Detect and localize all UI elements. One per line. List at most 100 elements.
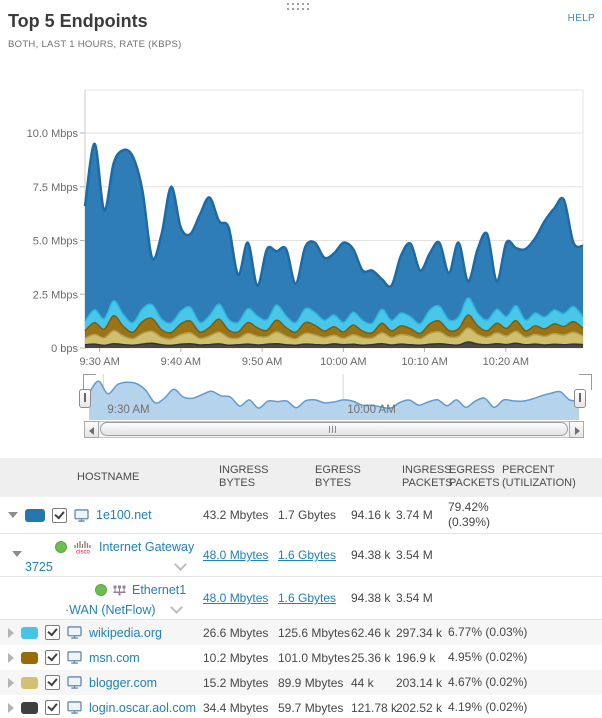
- hostname-cell: wikipedia.org: [0, 625, 200, 640]
- ingress-packets-value: 94.16 k: [351, 508, 391, 522]
- svg-text:10.0 Mbps: 10.0 Mbps: [27, 128, 79, 140]
- svg-text:0 bps: 0 bps: [51, 343, 78, 355]
- interface-link[interactable]: Ethernet1: [132, 583, 187, 597]
- egress-packets-value: 196.9 k: [396, 650, 436, 665]
- svg-text:9:40 AM: 9:40 AM: [161, 356, 201, 368]
- expander-collapsed-icon[interactable]: [8, 677, 14, 688]
- percent-utilization-value: 79.42% (0.39%): [443, 500, 602, 530]
- range-selector-chart[interactable]: 9:30 AM 10:00 AM: [0, 372, 602, 422]
- svg-text:9:30 AM: 9:30 AM: [79, 356, 119, 368]
- hostname-cell: Ethernet1 ·WAN (NetFlow): [0, 577, 200, 619]
- series-color-swatch: [25, 508, 45, 522]
- egress-packets-value: 202.52 k: [396, 700, 443, 715]
- svg-text:10:00 AM: 10:00 AM: [320, 356, 366, 368]
- ingress-bytes-value: 34.4 Mbytes: [203, 700, 269, 715]
- interface-link-line2[interactable]: ·WAN (NetFlow): [65, 603, 156, 617]
- row-checkbox[interactable]: [45, 675, 60, 690]
- series-color-swatch: [21, 626, 38, 639]
- egress-bytes-value: 1.7 Gbytes: [278, 508, 337, 522]
- right-arrow-icon: [575, 427, 580, 435]
- device-link[interactable]: Internet Gateway: [99, 540, 195, 554]
- expander-expanded-icon[interactable]: [12, 551, 22, 557]
- hostname-link[interactable]: blogger.com: [89, 675, 158, 690]
- svg-text:5.0 Mbps: 5.0 Mbps: [33, 236, 79, 248]
- svg-text:2.5 Mbps: 2.5 Mbps: [33, 289, 79, 301]
- ingress-bytes-link[interactable]: 48.0 Mbytes: [203, 591, 269, 605]
- hostname-link[interactable]: login.oscar.aol.com: [89, 700, 197, 715]
- row-checkbox[interactable]: [45, 650, 60, 665]
- scrollbar-left-arrow-button[interactable]: [84, 421, 99, 438]
- table-row: login.oscar.aol.com 34.4 Mbytes 59.7 Mby…: [0, 695, 602, 718]
- ingress-bytes-value: 10.2 Mbytes: [203, 650, 269, 665]
- chart-scrollbar[interactable]: [84, 421, 584, 438]
- egress-packets-value: 3.74 M: [396, 508, 433, 522]
- table-row: Ethernet1 ·WAN (NetFlow) 48.0 Mbytes 1.6…: [0, 576, 602, 619]
- widget-drag-handle-icon[interactable]: [287, 3, 309, 10]
- ingress-packets-value: 62.46 k: [351, 625, 391, 640]
- page-title: Top 5 Endpoints: [8, 11, 148, 31]
- egress-packets-value: 203.14 k: [396, 675, 443, 690]
- svg-text:7.5 Mbps: 7.5 Mbps: [33, 182, 79, 194]
- svg-text:cisco: cisco: [76, 550, 90, 555]
- help-link[interactable]: HELP: [567, 13, 595, 24]
- range-left-handle[interactable]: [79, 389, 91, 408]
- egress-packets-value: 3.54 M: [396, 591, 433, 605]
- series-color-swatch: [21, 651, 38, 664]
- column-header-percent-utilization: PERCENT (UTILIZATION): [502, 464, 576, 489]
- egress-bytes-value: 1.6 Gbytes: [275, 548, 348, 562]
- ingress-bytes-link[interactable]: 48.0 Mbytes: [203, 548, 269, 562]
- monitor-icon: [67, 701, 82, 714]
- row-checkbox[interactable]: [45, 700, 60, 715]
- chevron-down-icon[interactable]: [174, 558, 187, 571]
- hostname-cell: cisco Internet Gateway 3725: [0, 534, 200, 576]
- column-header-ingress-bytes: INGRESS BYTES: [219, 464, 269, 489]
- row-checkbox[interactable]: [45, 625, 60, 640]
- traffic-area-chart: 0 bps 2.5 Mbps 5.0 Mbps 7.5 Mbps 10.0 Mbps 9:…: [27, 89, 584, 368]
- scrollbar-thumb[interactable]: [100, 422, 568, 436]
- ingress-packets-value: 25.36 k: [351, 650, 391, 665]
- ingress-bytes-value: 43.2 Mbytes: [203, 508, 269, 522]
- column-header-ingress-packets: INGRESS PACKETS: [402, 464, 453, 489]
- hostname-link[interactable]: msn.com: [89, 650, 140, 665]
- ingress-packets-value: 94.38 k: [351, 591, 391, 605]
- expander-collapsed-icon[interactable]: [8, 652, 14, 663]
- egress-bytes-link[interactable]: 1.6 Gbytes: [278, 548, 337, 562]
- percent-utilization-value: 4.95% (0.02%): [448, 650, 528, 664]
- series-color-swatch: [21, 701, 38, 714]
- hostname-link[interactable]: wikipedia.org: [89, 625, 162, 640]
- row-checkbox[interactable]: [52, 507, 67, 523]
- egress-bytes-value: 59.7 Mbytes: [278, 700, 344, 715]
- status-up-icon: [55, 541, 67, 553]
- egress-bytes-link[interactable]: 1.6 Gbytes: [278, 591, 337, 605]
- egress-packets-value: 3.54 M: [396, 548, 433, 562]
- scrollbar-right-arrow-button[interactable]: [569, 421, 584, 438]
- device-link-line2[interactable]: 3725: [25, 560, 53, 574]
- column-header-hostname: HOSTNAME: [77, 471, 140, 483]
- expander-expanded-icon[interactable]: [8, 512, 18, 518]
- monitor-icon: [67, 651, 82, 664]
- cisco-device-icon: cisco: [73, 540, 93, 554]
- expander-collapsed-icon[interactable]: [8, 627, 14, 638]
- range-selector-right-bracket: [579, 374, 592, 390]
- expander-collapsed-icon[interactable]: [8, 702, 14, 713]
- table-row: wikipedia.org 26.6 Mbytes 125.6 Mbytes 6…: [0, 619, 602, 645]
- egress-bytes-value: 125.6 Mbytes: [278, 625, 351, 640]
- status-up-icon: [95, 584, 107, 596]
- monitor-icon: [74, 508, 89, 522]
- egress-bytes-value: 101.0 Mbytes: [278, 650, 351, 665]
- hostname-link[interactable]: 1e100.net: [96, 508, 152, 522]
- percent-line: 79.42%: [448, 500, 489, 514]
- ingress-packets-value: 44 k: [351, 675, 374, 690]
- interface-icon: [113, 585, 126, 596]
- monitor-icon: [67, 626, 82, 639]
- chevron-down-icon[interactable]: [170, 601, 183, 614]
- svg-text:10:20 AM: 10:20 AM: [483, 356, 529, 368]
- hostname-cell: login.oscar.aol.com: [0, 700, 200, 715]
- ingress-bytes-value: 48.0 Mbytes: [200, 591, 275, 605]
- range-right-handle[interactable]: [574, 389, 586, 408]
- table-row: msn.com 10.2 Mbytes 101.0 Mbytes 25.36 k…: [0, 645, 602, 670]
- ingress-bytes-value: 15.2 Mbytes: [203, 675, 269, 690]
- table-header: HOSTNAME INGRESS BYTES EGRESS BYTES INGR…: [0, 458, 602, 497]
- left-arrow-icon: [89, 427, 94, 435]
